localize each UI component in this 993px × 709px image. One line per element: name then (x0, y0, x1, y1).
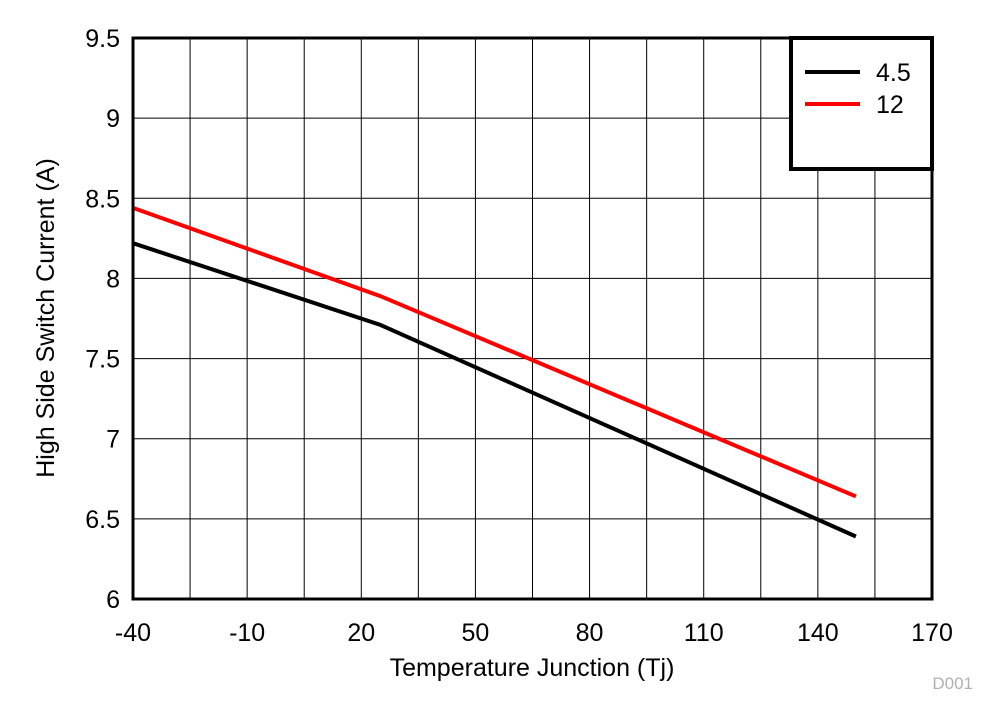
y-tick-label: 8.5 (85, 185, 120, 213)
y-tick-label: 8 (106, 265, 120, 293)
legend-label: 4.5 (876, 59, 911, 87)
x-tick-label: 170 (911, 619, 953, 647)
x-tick-label: 80 (576, 619, 604, 647)
x-tick-label: 20 (347, 619, 375, 647)
x-tick-label: -40 (115, 619, 151, 647)
plot-frame (131, 36, 934, 601)
y-tick-label: 7.5 (85, 346, 120, 374)
y-tick-label: 6 (106, 586, 120, 614)
x-tick-label: -10 (229, 619, 265, 647)
y-tick-label: 6.5 (85, 506, 120, 534)
x-tick-label: 140 (797, 619, 839, 647)
series-line-4.5 (132, 241, 857, 539)
legend: 4.512 (789, 36, 934, 171)
legend-label: 12 (876, 91, 904, 119)
y-tick-label: 9 (106, 105, 120, 133)
x-tick-label: 50 (462, 619, 490, 647)
y-tick-label: 9.5 (85, 25, 120, 53)
watermark: D001 (932, 674, 973, 693)
series-group (132, 206, 857, 539)
x-axis-label: Temperature Junction (Tj) (390, 654, 675, 682)
y-tick-labels: 6 6.5 7 7.5 8 8.5 9 9.5 (85, 25, 120, 614)
y-axis-label: High Side Switch Current (A) (32, 158, 60, 478)
series-line-12 (132, 206, 857, 499)
x-tick-labels: -40 -10 20 50 80 110 140 170 (115, 619, 953, 647)
y-tick-label: 7 (106, 426, 120, 454)
x-tick-label: 110 (684, 619, 724, 647)
